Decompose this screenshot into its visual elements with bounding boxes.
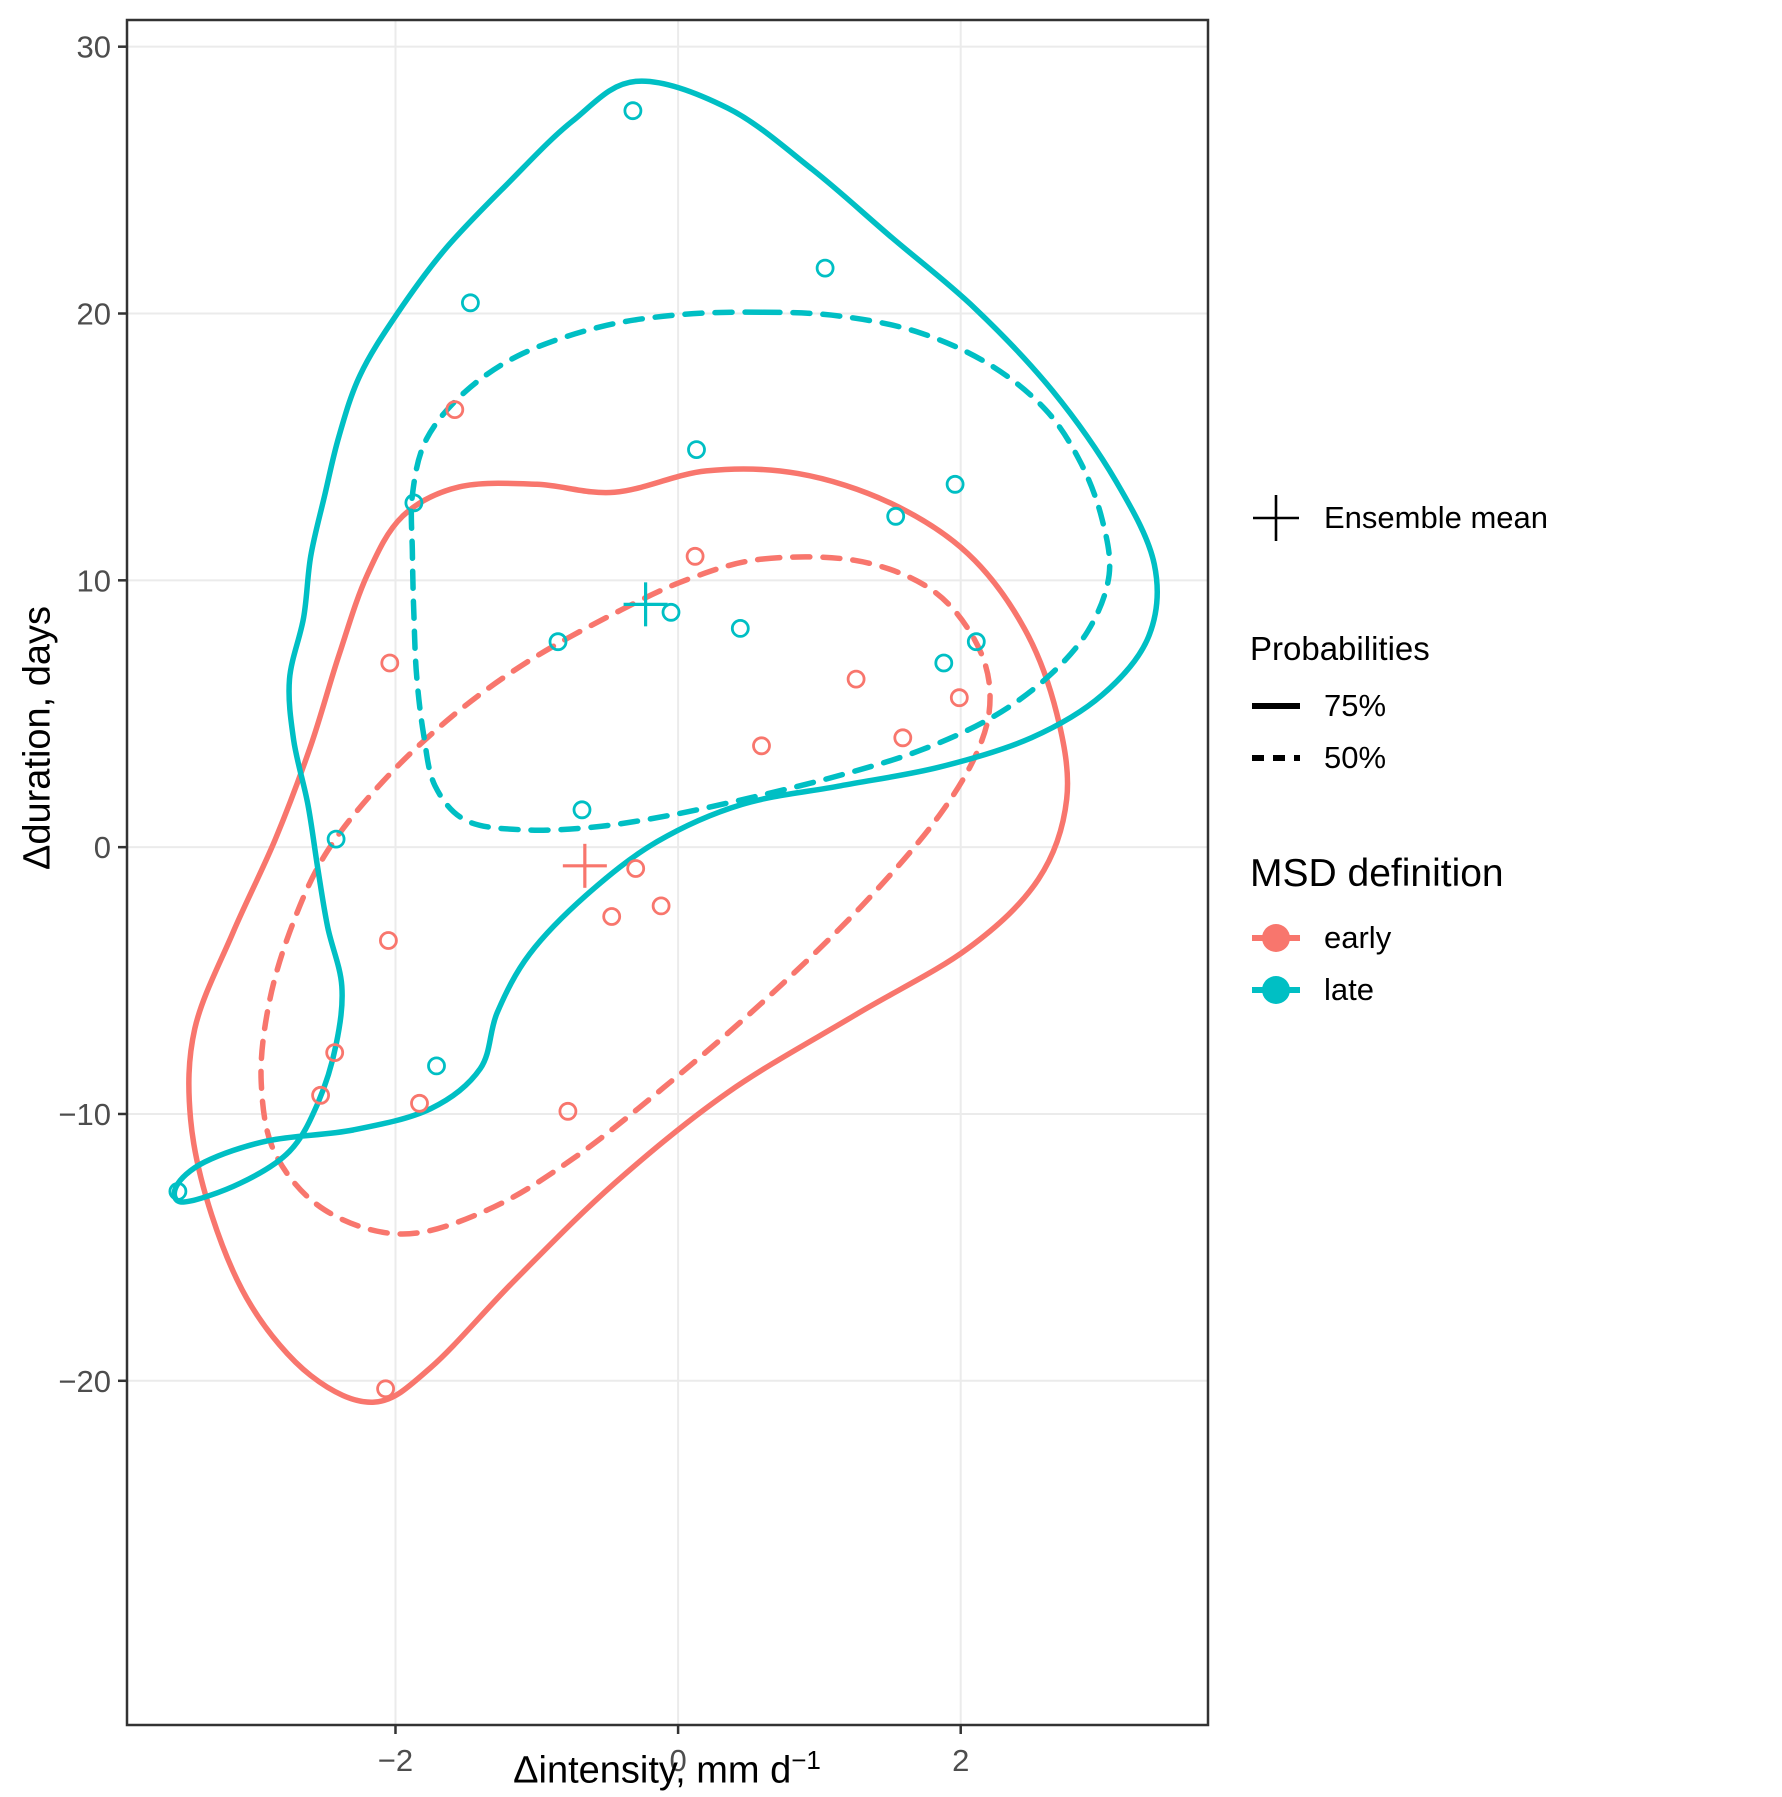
y-tick-label: 0 xyxy=(94,830,111,865)
ensemble-mean-label: Ensemble mean xyxy=(1324,500,1549,535)
early-point xyxy=(376,1379,396,1399)
x-axis-title-main: Δintensity, mm d xyxy=(513,1749,792,1792)
late-point xyxy=(661,602,681,622)
y-tick-label: 20 xyxy=(77,297,111,332)
y-tick-label: −10 xyxy=(58,1097,111,1132)
late-point xyxy=(730,619,750,638)
early-point xyxy=(949,688,969,708)
x-axis-title: Δintensity, mm d−1 xyxy=(367,1745,967,1793)
early-contour-50% xyxy=(258,554,993,1237)
y-tick-label: 30 xyxy=(77,30,111,65)
late-point xyxy=(168,1182,188,1201)
dashed-line-icon xyxy=(1252,755,1300,761)
late-point xyxy=(687,440,706,460)
y-tick-label: 10 xyxy=(77,563,111,598)
legend-prob-75: 75% xyxy=(1248,680,1548,732)
late-point xyxy=(934,653,954,673)
ensemble-mean-cross-icon xyxy=(1253,495,1299,541)
early-point xyxy=(651,896,671,916)
prob-50-label: 50% xyxy=(1324,740,1387,775)
data-points xyxy=(168,101,986,1399)
msd-definition-title: MSD definition xyxy=(1250,852,1504,895)
late-key-icon xyxy=(1252,976,1300,1004)
panel-border xyxy=(125,18,1210,1727)
panel-background xyxy=(127,20,1208,1725)
x-tick-label: 2 xyxy=(952,1743,969,1778)
legend: Ensemble mean Probabilities 75% 50% MSD … xyxy=(1248,492,1548,1016)
early-key-icon xyxy=(1252,924,1300,952)
prob-75-label: 75% xyxy=(1324,688,1387,723)
late-point xyxy=(326,829,346,849)
early-point xyxy=(626,859,646,878)
late-ensemble-mean-cross xyxy=(623,582,668,627)
early-point xyxy=(558,1101,578,1121)
early-point xyxy=(445,400,465,420)
early-contour-75% xyxy=(186,466,1071,1405)
probabilities-title: Probabilities xyxy=(1250,630,1430,667)
early-point xyxy=(893,728,913,748)
legend-msd-early: early xyxy=(1248,912,1548,964)
early-ensemble-mean-cross xyxy=(562,843,607,888)
density-contours xyxy=(171,78,1160,1405)
msd-late-label: late xyxy=(1324,972,1374,1007)
early-point xyxy=(602,907,622,926)
late-point xyxy=(886,506,906,526)
legend-ensemble-mean: Ensemble mean xyxy=(1248,492,1548,544)
x-tick-label: −2 xyxy=(378,1743,413,1778)
legend-prob-50: 50% xyxy=(1248,732,1548,784)
early-point xyxy=(410,1093,429,1113)
solid-line-icon xyxy=(1252,703,1300,709)
early-point xyxy=(378,931,398,950)
late-point xyxy=(945,474,965,494)
late-contour-75% xyxy=(171,78,1160,1205)
y-axis-title: Δduration, days xyxy=(16,605,59,871)
x-tick-label: 0 xyxy=(669,1743,686,1778)
early-point xyxy=(325,1043,345,1062)
early-point xyxy=(311,1085,331,1105)
late-point xyxy=(966,632,986,652)
early-point xyxy=(380,653,400,673)
late-point xyxy=(623,101,643,121)
late-point xyxy=(815,258,835,278)
msd-early-label: early xyxy=(1324,920,1392,955)
x-axis-title-sup: −1 xyxy=(791,1745,821,1775)
late-point xyxy=(427,1056,446,1076)
late-point xyxy=(404,493,424,513)
legend-msd-late: late xyxy=(1248,964,1548,1016)
late-point xyxy=(548,632,568,652)
late-point xyxy=(572,800,592,820)
early-point xyxy=(846,669,866,689)
early-point xyxy=(685,546,705,566)
late-contour-50% xyxy=(408,309,1113,833)
late-point xyxy=(460,293,480,313)
early-point xyxy=(752,736,771,756)
y-tick-label: −20 xyxy=(58,1364,111,1399)
